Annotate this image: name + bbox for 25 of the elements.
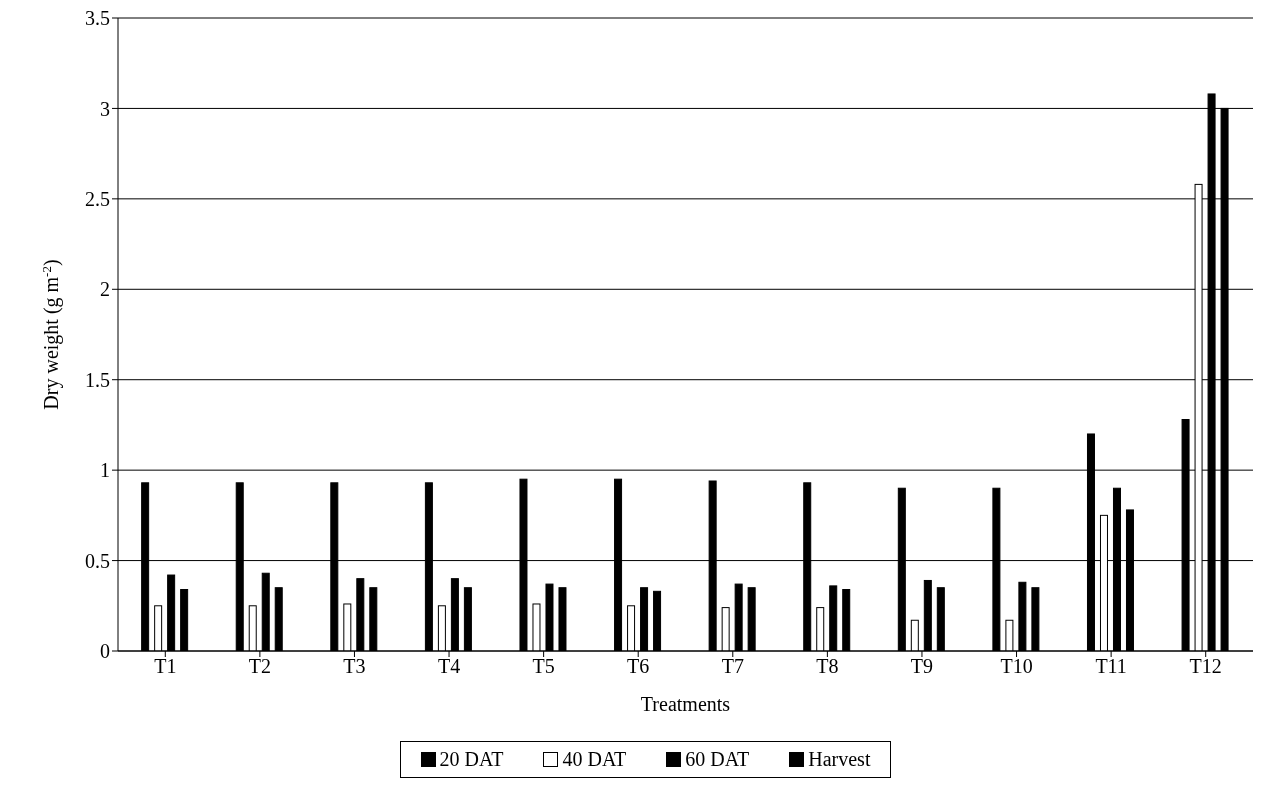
x-axis-title: Treatments xyxy=(640,693,731,715)
x-tick-label: T6 xyxy=(627,655,650,678)
x-tick-label: T5 xyxy=(532,655,555,678)
legend-label: 20 DAT xyxy=(438,748,504,771)
x-tick-label: T3 xyxy=(343,655,366,678)
y-tick-label: 2.5 xyxy=(85,187,110,210)
x-tick-label: T8 xyxy=(816,655,839,678)
y-tick-label: 3.5 xyxy=(85,7,110,30)
legend-label: 60 DAT xyxy=(684,748,750,771)
y-tick-label: 2 xyxy=(100,278,110,301)
y-tick-label: 3 xyxy=(100,97,110,120)
y-tick-label: 0.5 xyxy=(85,549,110,572)
x-tick-label: T10 xyxy=(1000,655,1033,678)
x-tick-label: T2 xyxy=(248,655,271,678)
y-tick-label: 1 xyxy=(100,459,110,482)
x-tick-label: T9 xyxy=(910,655,934,678)
x-tick-label: T12 xyxy=(1189,655,1222,678)
legend-label: 40 DAT xyxy=(561,748,627,771)
x-tick-label: T11 xyxy=(1095,655,1127,678)
y-tick-label: 0 xyxy=(100,640,110,663)
y-tick-label: 1.5 xyxy=(85,368,110,391)
legend-label: Harvest xyxy=(807,748,871,771)
x-tick-label: T4 xyxy=(437,655,461,678)
x-tick-label: T1 xyxy=(154,655,177,678)
x-tick-label: T7 xyxy=(721,655,744,678)
